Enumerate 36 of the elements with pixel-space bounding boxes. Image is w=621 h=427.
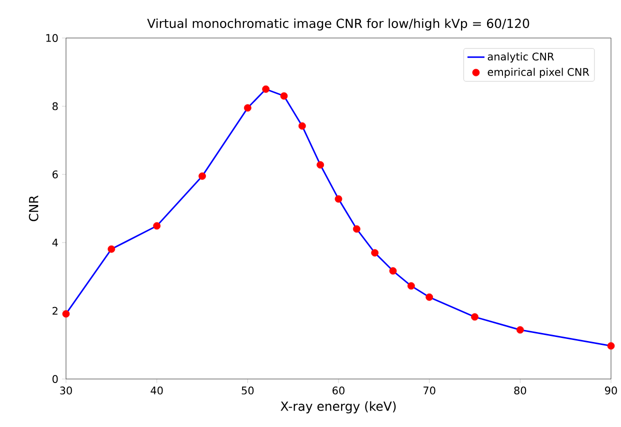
point (371, 249, 379, 257)
x-tick-label: 50 (242, 386, 254, 394)
point (389, 267, 397, 275)
point (334, 195, 342, 203)
y-tick-label: 2 (52, 306, 58, 315)
point (244, 104, 252, 112)
x-tick-label: 30 (60, 386, 72, 394)
x-axis-title: X-ray energy (keV) (280, 401, 396, 414)
point (607, 342, 615, 350)
x-tick-label: 70 (424, 386, 436, 394)
y-tick-label: 8 (52, 102, 58, 110)
point (407, 282, 415, 290)
x-tick-label: 90 (605, 386, 617, 394)
legend-label: empirical pixel CNR (488, 68, 590, 78)
x-tick-label: 40 (150, 386, 163, 394)
y-tick-label: 10 (46, 34, 58, 42)
point (153, 222, 161, 230)
y-tick-label: 4 (52, 238, 58, 246)
x-tick-label: 80 (514, 386, 526, 394)
point (316, 161, 324, 169)
chart-title: Virtual monochromatic image CNR for low/high kVp = 60/120 (147, 18, 530, 30)
point (262, 85, 270, 93)
point (352, 225, 360, 233)
y-tick-label: 6 (52, 170, 58, 178)
point (516, 326, 524, 334)
y-axis-title: CNR (28, 196, 38, 222)
legend-label: analytic CNR (488, 52, 554, 63)
y-tick-label: 0 (52, 375, 58, 383)
point (426, 293, 434, 301)
point (198, 172, 206, 180)
point (280, 92, 288, 100)
point (108, 245, 116, 253)
x-tick-label: 60 (332, 386, 344, 394)
point (62, 310, 70, 318)
point (298, 122, 306, 130)
point (471, 313, 478, 321)
